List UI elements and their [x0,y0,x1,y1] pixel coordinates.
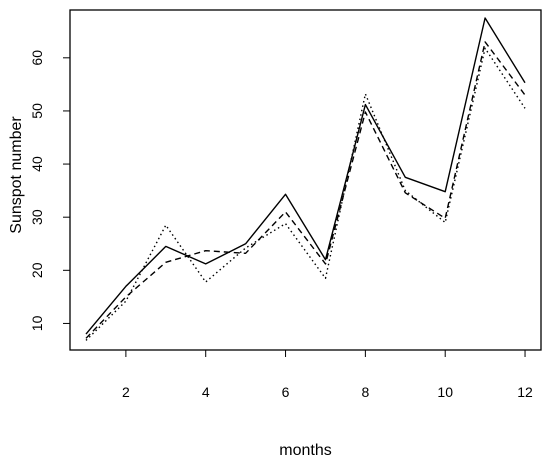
series-line-dotted [85,47,526,341]
y-tick-label: 50 [29,103,45,119]
series-line-dashed [85,41,526,339]
x-tick-label: 12 [517,384,533,400]
x-tick-label: 6 [282,384,290,400]
x-tick-label: 2 [122,384,130,400]
x-axis-title: months [279,442,331,459]
plot-frame [69,9,542,351]
x-axis: 2 4 6 8 10 12 [122,350,533,400]
y-tick-label: 60 [29,50,45,66]
x-tick-label: 10 [437,384,453,400]
y-axis: 10 20 30 40 50 60 [29,50,70,331]
x-tick-label: 8 [361,384,369,400]
chart-marks [85,17,526,341]
x-tick-label: 4 [202,384,210,400]
y-tick-label: 20 [29,262,45,278]
y-tick-label: 10 [29,315,45,331]
y-tick-label: 40 [29,156,45,172]
y-axis-title: Sunspot number [8,116,25,234]
series-line-solid [85,17,526,335]
y-tick-label: 30 [29,209,45,225]
